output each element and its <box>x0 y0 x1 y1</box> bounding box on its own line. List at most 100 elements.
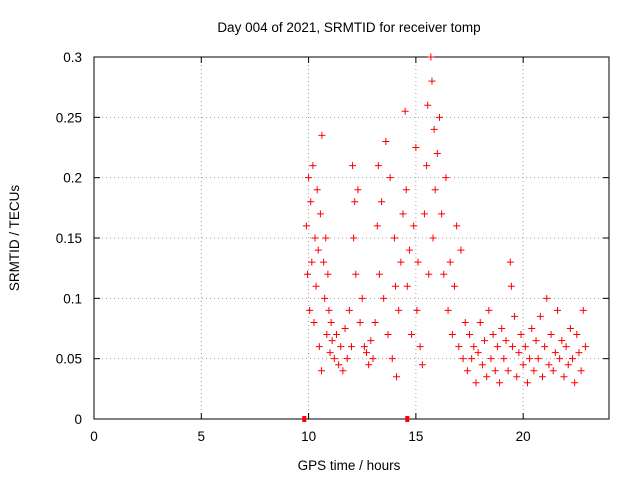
data-point-marker <box>526 355 534 363</box>
data-point-marker <box>549 367 557 375</box>
data-point-marker <box>459 355 467 363</box>
data-point-marker <box>352 270 360 278</box>
data-point-marker <box>530 367 538 375</box>
data-point-marker <box>317 367 325 375</box>
data-point-marker <box>418 361 426 369</box>
data-point-marker <box>474 349 482 357</box>
data-point-marker <box>423 162 431 170</box>
data-point-marker <box>487 355 495 363</box>
data-point-marker <box>413 306 421 314</box>
data-point-marker <box>455 343 463 351</box>
data-point-marker <box>314 246 322 254</box>
data-point-marker <box>451 282 458 290</box>
data-point-marker <box>307 198 315 206</box>
data-point-marker <box>324 270 332 278</box>
data-point-marker <box>391 282 399 290</box>
data-point-marker <box>382 137 390 145</box>
data-point-marker <box>325 306 333 314</box>
data-point-marker <box>515 349 523 357</box>
data-point-marker <box>328 337 336 345</box>
data-point-marker <box>367 337 375 345</box>
data-point-marker <box>502 337 510 345</box>
data-point-marker <box>463 367 471 375</box>
data-point-marker <box>504 367 512 375</box>
data-point-marker <box>551 349 559 357</box>
data-point-marker <box>403 282 411 290</box>
x-tick-labels: 0 5 10 15 20 <box>90 429 530 444</box>
data-point-marker <box>375 270 383 278</box>
data-point-marker <box>373 222 381 230</box>
x-tick-label: 5 <box>198 429 206 444</box>
data-point-marker <box>558 337 566 345</box>
data-point-marker <box>428 77 436 85</box>
y-tick-label: 0 <box>74 412 82 427</box>
zero-markers <box>302 416 410 422</box>
data-point-marker <box>320 258 328 266</box>
data-point-marker <box>569 355 577 363</box>
x-tick-label: 15 <box>408 429 423 444</box>
data-point-marker <box>405 246 413 254</box>
data-point-marker <box>481 337 489 345</box>
zero-marker <box>405 416 410 422</box>
data-point-marker <box>433 150 441 158</box>
data-point-marker <box>343 355 351 363</box>
data-point-marker <box>579 306 587 314</box>
data-point-marker <box>573 331 581 339</box>
data-point-marker <box>431 186 439 194</box>
data-point-marker <box>511 312 519 320</box>
data-point-marker <box>337 343 345 351</box>
data-point-marker <box>438 210 446 218</box>
data-point-marker <box>571 379 579 387</box>
data-point-marker <box>485 306 493 314</box>
data-point-marker <box>363 349 371 357</box>
data-point-marker <box>496 379 504 387</box>
data-point-marker <box>402 186 410 194</box>
data-point-marker <box>399 210 407 218</box>
y-tick-label: 0.3 <box>63 50 82 65</box>
data-point-marker <box>315 343 323 351</box>
data-point-marker <box>543 294 551 302</box>
data-point-marker <box>341 325 349 332</box>
x-axis-label: GPS time / hours <box>298 458 401 473</box>
data-points <box>302 53 589 387</box>
data-point-marker <box>304 270 312 278</box>
x-tick-label: 20 <box>516 429 531 444</box>
data-point-marker <box>430 125 438 133</box>
data-point-marker <box>538 373 546 381</box>
x-tick-label: 10 <box>301 429 316 444</box>
data-point-marker <box>384 331 392 339</box>
data-point-marker <box>345 306 353 314</box>
data-point-marker <box>369 355 377 363</box>
data-point-marker <box>435 113 443 121</box>
y-tick-label: 0.1 <box>63 291 82 306</box>
data-point-marker <box>532 337 540 345</box>
data-point-marker <box>440 270 448 278</box>
data-point-marker <box>562 343 570 351</box>
data-point-marker <box>326 349 334 357</box>
data-point-marker <box>491 367 499 375</box>
data-point-marker <box>528 325 536 332</box>
data-point-marker <box>408 331 416 339</box>
data-point-marker <box>358 294 366 302</box>
data-point-marker <box>424 101 432 109</box>
data-point-marker <box>378 198 386 206</box>
data-point-marker <box>541 343 549 351</box>
data-point-marker <box>566 325 574 332</box>
data-point-marker <box>507 282 515 290</box>
data-point-marker <box>316 210 324 218</box>
data-point-marker <box>330 355 338 363</box>
data-point-marker <box>427 53 435 61</box>
data-point-marker <box>560 373 568 381</box>
data-point-marker <box>448 331 456 339</box>
data-point-marker <box>365 361 373 369</box>
data-point-marker <box>350 234 358 242</box>
x-tick-label: 0 <box>90 429 98 444</box>
data-point-marker <box>390 234 398 242</box>
data-point-marker <box>302 222 310 230</box>
data-point-marker <box>581 343 589 351</box>
data-point-marker <box>519 361 527 369</box>
data-point-marker <box>513 373 521 381</box>
data-point-marker <box>351 198 359 206</box>
data-point-marker <box>332 331 340 339</box>
